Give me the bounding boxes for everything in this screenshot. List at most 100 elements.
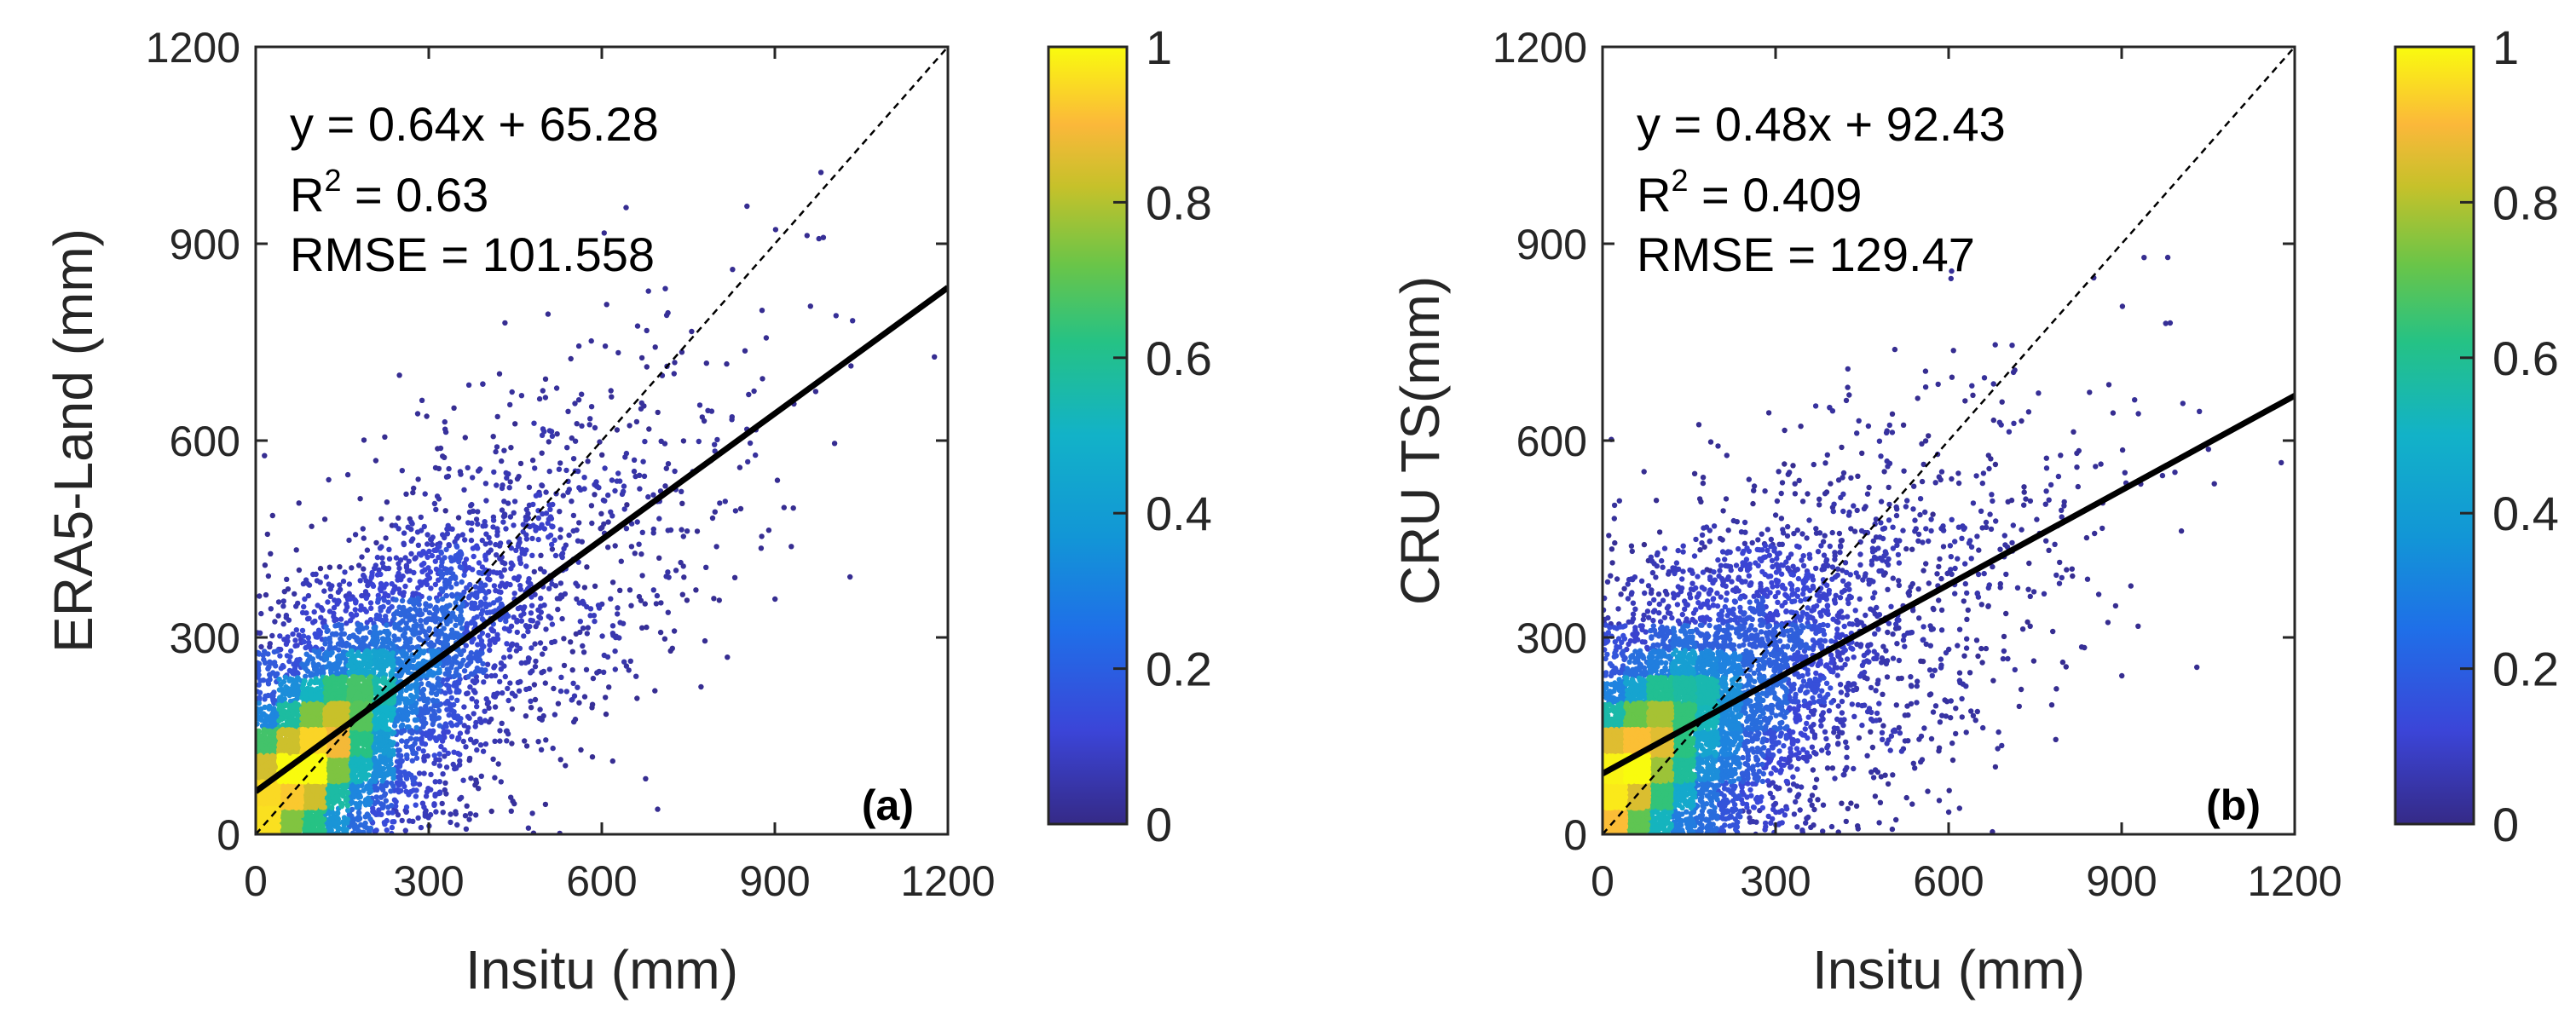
- data-point: [430, 534, 436, 540]
- data-point: [528, 602, 535, 608]
- data-point: [490, 756, 496, 762]
- data-point: [352, 532, 359, 538]
- data-point: [388, 717, 394, 724]
- data-point: [638, 400, 644, 406]
- data-point: [445, 473, 452, 480]
- data-point: [591, 613, 598, 619]
- data-point: [361, 535, 367, 541]
- data-point: [493, 587, 499, 594]
- data-point: [552, 537, 557, 543]
- data-point: [505, 471, 511, 477]
- data-point: [454, 595, 460, 602]
- data-point: [566, 532, 572, 539]
- data-point: [393, 597, 399, 602]
- data-point: [641, 473, 648, 479]
- data-point: [315, 602, 321, 608]
- data-point: [383, 798, 389, 804]
- data-point: [359, 734, 365, 741]
- data-point: [368, 574, 374, 580]
- data-point: [497, 596, 503, 602]
- data-point: [308, 677, 315, 684]
- data-point: [624, 502, 630, 508]
- data-point: [395, 577, 401, 583]
- data-point: [497, 678, 503, 685]
- data-point: [290, 631, 296, 637]
- data-point: [540, 651, 546, 657]
- data-point: [535, 508, 541, 514]
- data-point: [702, 637, 708, 644]
- data-point: [269, 692, 275, 698]
- data-point: [404, 717, 411, 723]
- data-point: [278, 682, 284, 688]
- data-point: [355, 638, 361, 645]
- data-point: [315, 632, 321, 638]
- data-point: [539, 717, 545, 723]
- data-point: [443, 764, 450, 770]
- data-point: [380, 636, 386, 643]
- data-point: [540, 388, 546, 394]
- data-point: [344, 827, 349, 833]
- data-point: [390, 768, 396, 775]
- data-point: [380, 643, 387, 649]
- data-point: [724, 360, 730, 367]
- data-point: [281, 708, 287, 714]
- data-point: [490, 517, 497, 523]
- data-point: [445, 729, 451, 735]
- data-point: [257, 677, 263, 683]
- data-point: [367, 600, 374, 606]
- data-point: [608, 388, 614, 394]
- data-point: [644, 624, 650, 631]
- data-point: [438, 549, 444, 555]
- data-point: [357, 799, 363, 806]
- data-point: [346, 591, 352, 597]
- data-point: [507, 401, 513, 408]
- data-point: [378, 580, 384, 587]
- data-point: [390, 747, 396, 754]
- data-point: [315, 661, 321, 668]
- data-point: [439, 596, 446, 602]
- data-point: [507, 680, 513, 686]
- data-point: [508, 560, 514, 566]
- data-point: [618, 558, 624, 564]
- data-point: [453, 622, 459, 629]
- data-point: [413, 694, 419, 700]
- data-point: [615, 470, 621, 476]
- data-point: [407, 818, 413, 824]
- data-point: [599, 452, 605, 458]
- data-point: [302, 596, 308, 602]
- data-point: [331, 675, 337, 682]
- data-point: [592, 618, 598, 625]
- data-point: [504, 641, 510, 647]
- data-point: [409, 521, 415, 527]
- data-point: [575, 583, 580, 589]
- data-point: [539, 450, 545, 456]
- data-point: [542, 645, 548, 652]
- data-point: [401, 530, 407, 536]
- data-point: [605, 519, 611, 525]
- data-point: [499, 602, 505, 608]
- data-point: [436, 544, 442, 550]
- data-point: [344, 807, 351, 814]
- data-point: [442, 555, 448, 561]
- data-point: [483, 696, 489, 702]
- data-point: [507, 654, 513, 660]
- data-point: [357, 496, 363, 502]
- data-point: [301, 603, 307, 610]
- data-point: [580, 649, 587, 655]
- data-point: [403, 491, 409, 497]
- data-point: [453, 631, 459, 637]
- data-point: [598, 526, 604, 532]
- data-point: [322, 636, 329, 643]
- data-point: [693, 587, 699, 593]
- data-point: [474, 747, 480, 753]
- data-point: [378, 571, 384, 578]
- data-point: [453, 666, 459, 672]
- data-point: [427, 568, 434, 575]
- data-point: [271, 732, 277, 738]
- data-point: [511, 510, 517, 516]
- data-point: [522, 738, 528, 744]
- data-point: [403, 775, 410, 781]
- data-point: [437, 735, 443, 741]
- data-point: [335, 657, 341, 663]
- data-point: [498, 660, 505, 666]
